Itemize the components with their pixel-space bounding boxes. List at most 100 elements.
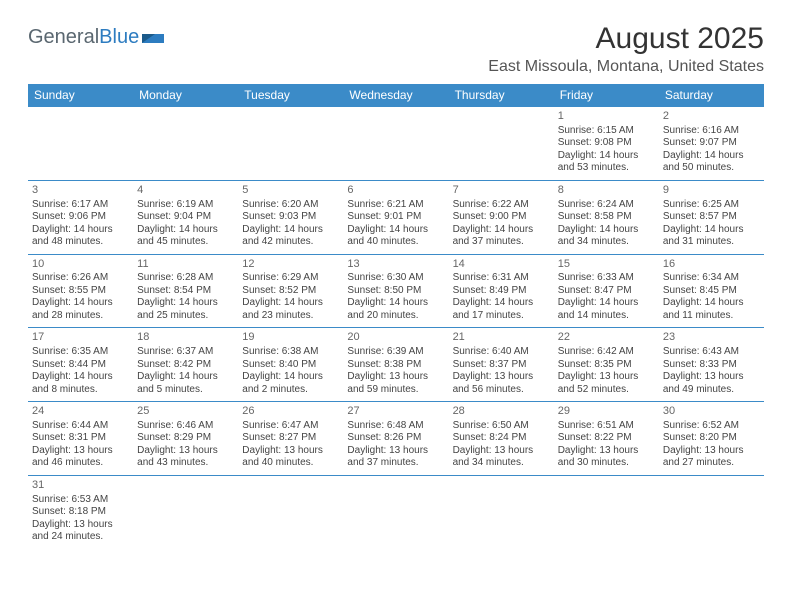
calendar-day-cell <box>554 475 659 548</box>
day-number: 6 <box>347 184 444 198</box>
brand-text-blue: Blue <box>99 26 139 49</box>
day-number: 1 <box>558 110 655 124</box>
sunset-text: Sunset: 8:38 PM <box>347 359 444 372</box>
calendar-week-row: 24Sunrise: 6:44 AMSunset: 8:31 PMDayligh… <box>28 402 764 476</box>
calendar-day-cell: 5Sunrise: 6:20 AMSunset: 9:03 PMDaylight… <box>238 180 343 254</box>
daylight-text: Daylight: 14 hours and 31 minutes. <box>663 224 760 249</box>
calendar-day-cell: 30Sunrise: 6:52 AMSunset: 8:20 PMDayligh… <box>659 402 764 476</box>
sunset-text: Sunset: 8:50 PM <box>347 285 444 298</box>
daylight-text: Daylight: 14 hours and 8 minutes. <box>32 371 129 396</box>
day-number: 2 <box>663 110 760 124</box>
sunrise-text: Sunrise: 6:37 AM <box>137 346 234 359</box>
sunset-text: Sunset: 8:47 PM <box>558 285 655 298</box>
day-number: 24 <box>32 405 129 419</box>
sunrise-text: Sunrise: 6:25 AM <box>663 199 760 212</box>
sunset-text: Sunset: 8:35 PM <box>558 359 655 372</box>
day-number: 19 <box>242 331 339 345</box>
sunrise-text: Sunrise: 6:22 AM <box>453 199 550 212</box>
sunrise-text: Sunrise: 6:40 AM <box>453 346 550 359</box>
sunset-text: Sunset: 8:37 PM <box>453 359 550 372</box>
calendar-week-row: 17Sunrise: 6:35 AMSunset: 8:44 PMDayligh… <box>28 328 764 402</box>
sunrise-text: Sunrise: 6:17 AM <box>32 199 129 212</box>
calendar-day-cell <box>449 475 554 548</box>
calendar-day-cell <box>238 107 343 181</box>
day-number: 22 <box>558 331 655 345</box>
calendar-day-cell: 3Sunrise: 6:17 AMSunset: 9:06 PMDaylight… <box>28 180 133 254</box>
daylight-text: Daylight: 14 hours and 5 minutes. <box>137 371 234 396</box>
calendar-day-cell: 23Sunrise: 6:43 AMSunset: 8:33 PMDayligh… <box>659 328 764 402</box>
sunrise-text: Sunrise: 6:52 AM <box>663 420 760 433</box>
day-number: 8 <box>558 184 655 198</box>
calendar-week-row: 10Sunrise: 6:26 AMSunset: 8:55 PMDayligh… <box>28 254 764 328</box>
sunrise-text: Sunrise: 6:38 AM <box>242 346 339 359</box>
day-number: 28 <box>453 405 550 419</box>
month-title: August 2025 <box>488 22 764 56</box>
calendar-day-cell <box>449 107 554 181</box>
header: GeneralBlue August 2025 East Missoula, M… <box>28 22 764 76</box>
daylight-text: Daylight: 14 hours and 17 minutes. <box>453 297 550 322</box>
daylight-text: Daylight: 14 hours and 28 minutes. <box>32 297 129 322</box>
daylight-text: Daylight: 13 hours and 46 minutes. <box>32 445 129 470</box>
sunrise-text: Sunrise: 6:21 AM <box>347 199 444 212</box>
calendar-day-cell: 4Sunrise: 6:19 AMSunset: 9:04 PMDaylight… <box>133 180 238 254</box>
sunrise-text: Sunrise: 6:15 AM <box>558 125 655 138</box>
daylight-text: Daylight: 14 hours and 14 minutes. <box>558 297 655 322</box>
sunrise-text: Sunrise: 6:39 AM <box>347 346 444 359</box>
weekday-header: Thursday <box>449 84 554 107</box>
sunrise-text: Sunrise: 6:50 AM <box>453 420 550 433</box>
day-number: 23 <box>663 331 760 345</box>
calendar-day-cell: 2Sunrise: 6:16 AMSunset: 9:07 PMDaylight… <box>659 107 764 181</box>
sunset-text: Sunset: 8:52 PM <box>242 285 339 298</box>
day-number: 13 <box>347 258 444 272</box>
sunset-text: Sunset: 9:03 PM <box>242 211 339 224</box>
sunset-text: Sunset: 8:18 PM <box>32 506 129 519</box>
sunset-text: Sunset: 8:33 PM <box>663 359 760 372</box>
sunset-text: Sunset: 8:58 PM <box>558 211 655 224</box>
calendar-week-row: 1Sunrise: 6:15 AMSunset: 9:08 PMDaylight… <box>28 107 764 181</box>
calendar-day-cell: 17Sunrise: 6:35 AMSunset: 8:44 PMDayligh… <box>28 328 133 402</box>
sunrise-text: Sunrise: 6:51 AM <box>558 420 655 433</box>
day-number: 12 <box>242 258 339 272</box>
sunrise-text: Sunrise: 6:29 AM <box>242 272 339 285</box>
day-number: 29 <box>558 405 655 419</box>
daylight-text: Daylight: 13 hours and 40 minutes. <box>242 445 339 470</box>
sunrise-text: Sunrise: 6:30 AM <box>347 272 444 285</box>
daylight-text: Daylight: 13 hours and 30 minutes. <box>558 445 655 470</box>
title-block: August 2025 East Missoula, Montana, Unit… <box>488 22 764 76</box>
sunset-text: Sunset: 8:55 PM <box>32 285 129 298</box>
sunset-text: Sunset: 8:42 PM <box>137 359 234 372</box>
daylight-text: Daylight: 14 hours and 45 minutes. <box>137 224 234 249</box>
daylight-text: Daylight: 14 hours and 50 minutes. <box>663 150 760 175</box>
sunrise-text: Sunrise: 6:19 AM <box>137 199 234 212</box>
sunset-text: Sunset: 8:20 PM <box>663 432 760 445</box>
day-number: 31 <box>32 479 129 493</box>
calendar-day-cell <box>28 107 133 181</box>
calendar-day-cell: 9Sunrise: 6:25 AMSunset: 8:57 PMDaylight… <box>659 180 764 254</box>
day-number: 30 <box>663 405 760 419</box>
day-number: 17 <box>32 331 129 345</box>
calendar-page: GeneralBlue August 2025 East Missoula, M… <box>0 0 792 549</box>
sunset-text: Sunset: 9:00 PM <box>453 211 550 224</box>
daylight-text: Daylight: 14 hours and 37 minutes. <box>453 224 550 249</box>
day-number: 21 <box>453 331 550 345</box>
calendar-day-cell: 20Sunrise: 6:39 AMSunset: 8:38 PMDayligh… <box>343 328 448 402</box>
daylight-text: Daylight: 13 hours and 34 minutes. <box>453 445 550 470</box>
sunset-text: Sunset: 8:54 PM <box>137 285 234 298</box>
weekday-header: Sunday <box>28 84 133 107</box>
calendar-day-cell: 11Sunrise: 6:28 AMSunset: 8:54 PMDayligh… <box>133 254 238 328</box>
day-number: 26 <box>242 405 339 419</box>
flag-icon <box>142 30 164 45</box>
sunrise-text: Sunrise: 6:42 AM <box>558 346 655 359</box>
sunset-text: Sunset: 8:57 PM <box>663 211 760 224</box>
brand-text-general: General <box>28 26 99 49</box>
daylight-text: Daylight: 14 hours and 20 minutes. <box>347 297 444 322</box>
sunset-text: Sunset: 9:06 PM <box>32 211 129 224</box>
calendar-table: Sunday Monday Tuesday Wednesday Thursday… <box>28 84 764 549</box>
calendar-day-cell: 13Sunrise: 6:30 AMSunset: 8:50 PMDayligh… <box>343 254 448 328</box>
calendar-day-cell: 12Sunrise: 6:29 AMSunset: 8:52 PMDayligh… <box>238 254 343 328</box>
day-number: 25 <box>137 405 234 419</box>
sunset-text: Sunset: 8:44 PM <box>32 359 129 372</box>
calendar-day-cell: 25Sunrise: 6:46 AMSunset: 8:29 PMDayligh… <box>133 402 238 476</box>
weekday-header: Saturday <box>659 84 764 107</box>
sunrise-text: Sunrise: 6:20 AM <box>242 199 339 212</box>
